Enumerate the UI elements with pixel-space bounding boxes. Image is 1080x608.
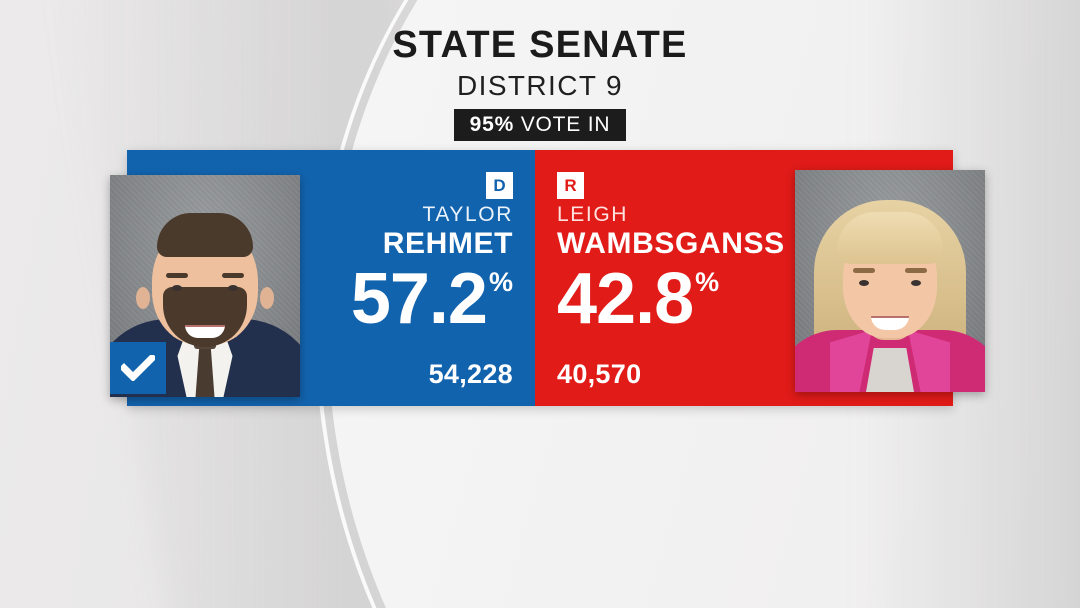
check-icon bbox=[121, 355, 155, 381]
photo-eye-right bbox=[911, 280, 921, 286]
photo-necktie bbox=[195, 341, 215, 397]
reporting-label: VOTE IN bbox=[514, 112, 611, 136]
photo-hair bbox=[157, 213, 253, 257]
reporting-status-badge: 95% VOTE IN bbox=[453, 108, 627, 141]
reporting-bar-wrap: 95% VOTE IN bbox=[0, 108, 1080, 141]
candidate-info-democrat: D TAYLOR REHMET 57.2 % 54,228 bbox=[277, 172, 513, 390]
party-badge-d: D bbox=[486, 172, 513, 199]
candidate-percent-value: 42.8 bbox=[557, 258, 694, 339]
party-badge-r: R bbox=[557, 172, 584, 199]
candidate-photo-republican bbox=[795, 170, 985, 392]
photo-eye-right bbox=[228, 285, 238, 291]
candidate-vote-count: 40,570 bbox=[557, 359, 642, 389]
candidate-first-name: TAYLOR bbox=[422, 203, 513, 226]
candidate-percent-row: 57.2 % bbox=[350, 258, 513, 339]
photo-brow-left bbox=[853, 268, 875, 273]
reporting-percent: 95% bbox=[469, 112, 515, 136]
photo-brow-left bbox=[166, 273, 188, 278]
race-office-title: STATE SENATE bbox=[392, 24, 688, 66]
photo-eye-left bbox=[859, 280, 869, 286]
candidate-percent-value: 57.2 bbox=[350, 258, 488, 339]
candidate-last-name: REHMET bbox=[382, 226, 513, 260]
race-district-subtitle: DISTRICT 9 bbox=[457, 69, 623, 101]
photo-hair-front bbox=[837, 212, 943, 264]
photo-ear-right bbox=[260, 287, 274, 309]
photo-blouse bbox=[866, 348, 914, 392]
candidate-percent-row: 42.8 % bbox=[557, 258, 720, 339]
photo-ear-left bbox=[136, 287, 150, 309]
candidate-vote-count: 54,228 bbox=[428, 359, 513, 389]
race-header: STATE SENATE DISTRICT 9 95% VOTE IN bbox=[0, 24, 1080, 141]
photo-smile bbox=[185, 325, 225, 338]
candidate-info-republican: R LEIGH WAMBSGANSS 42.8 % 40,570 bbox=[557, 172, 803, 390]
candidate-first-name: LEIGH bbox=[557, 203, 629, 226]
photo-brow-right bbox=[905, 268, 927, 273]
percent-sign: % bbox=[488, 266, 513, 297]
candidate-last-name: WAMBSGANSS bbox=[557, 226, 785, 260]
photo-eye-left bbox=[172, 285, 182, 291]
photo-smile bbox=[871, 316, 909, 330]
winner-check-badge bbox=[110, 342, 166, 394]
photo-brow-right bbox=[222, 273, 244, 278]
percent-sign: % bbox=[695, 266, 720, 297]
